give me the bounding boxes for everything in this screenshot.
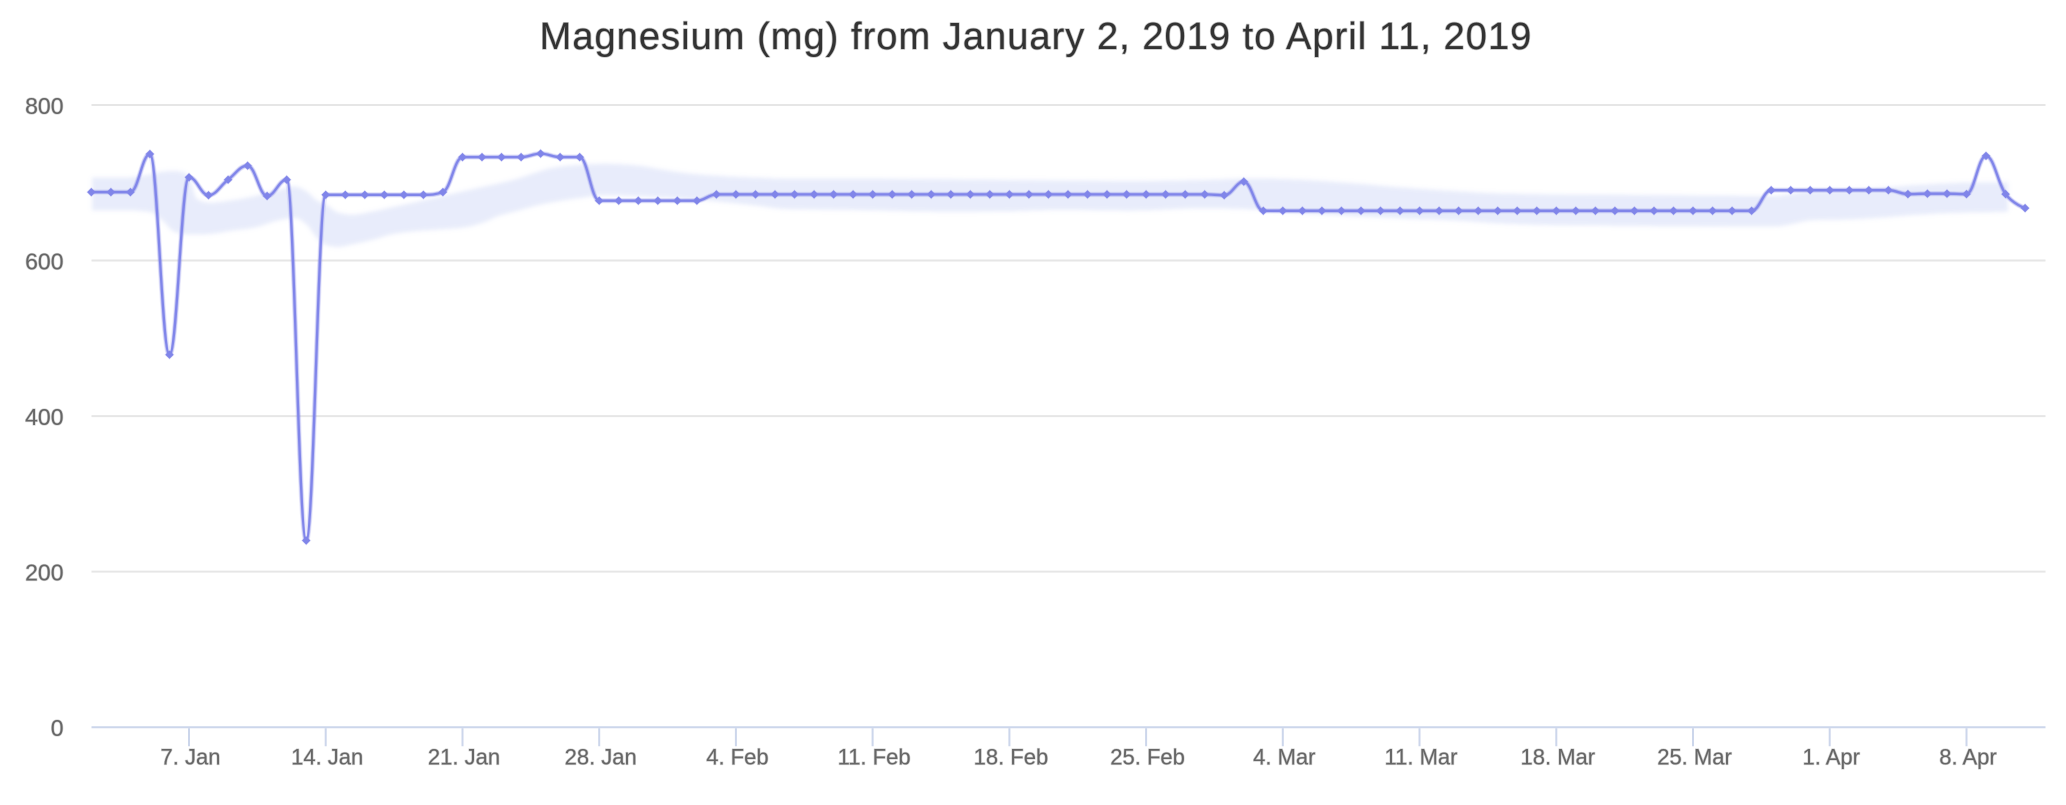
- svg-text:14. Jan: 14. Jan: [291, 745, 363, 770]
- svg-text:4. Mar: 4. Mar: [1253, 745, 1315, 770]
- svg-text:25. Feb: 25. Feb: [1110, 745, 1185, 770]
- svg-text:Magnesium (mg) from January 2,: Magnesium (mg) from January 2, 2019 to A…: [540, 16, 1533, 58]
- svg-text:600: 600: [25, 248, 63, 274]
- svg-text:7. Jan: 7. Jan: [161, 745, 221, 770]
- svg-text:11. Feb: 11. Feb: [838, 745, 911, 770]
- svg-text:400: 400: [25, 404, 63, 430]
- svg-text:0: 0: [51, 715, 64, 741]
- svg-text:800: 800: [25, 93, 63, 119]
- svg-text:1. Apr: 1. Apr: [1802, 745, 1859, 770]
- svg-text:8. Apr: 8. Apr: [1939, 745, 1996, 770]
- svg-text:21. Jan: 21. Jan: [428, 745, 500, 770]
- svg-text:28. Jan: 28. Jan: [565, 745, 637, 770]
- svg-text:25. Mar: 25. Mar: [1657, 745, 1732, 770]
- svg-text:11. Mar: 11. Mar: [1385, 745, 1458, 770]
- svg-text:18. Feb: 18. Feb: [974, 745, 1049, 770]
- svg-text:200: 200: [25, 560, 63, 586]
- svg-text:18. Mar: 18. Mar: [1521, 745, 1596, 770]
- svg-text:4. Feb: 4. Feb: [706, 745, 768, 770]
